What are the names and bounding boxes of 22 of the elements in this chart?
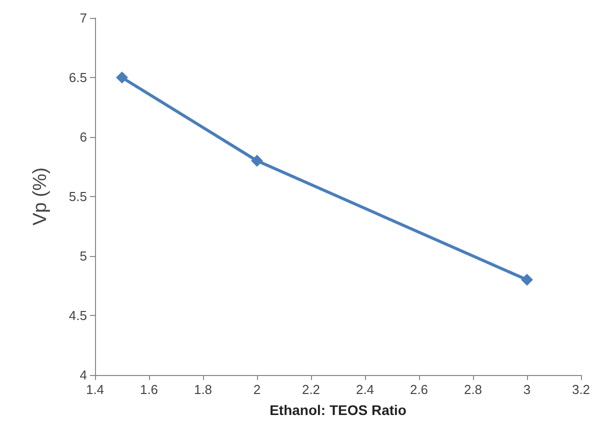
point bbox=[521, 274, 533, 286]
x-tick-label: 3.2 bbox=[572, 382, 590, 397]
x-tick-label: 2.4 bbox=[356, 382, 374, 397]
x-tick-label: 2.8 bbox=[464, 382, 482, 397]
x-tick-label: 2 bbox=[253, 382, 261, 397]
y-tick-label: 6 bbox=[80, 130, 87, 144]
x-tick-label: 3 bbox=[523, 382, 531, 397]
y-tick-label: 4.5 bbox=[68, 308, 87, 323]
y-tick-label: 7 bbox=[80, 10, 87, 26]
y-tick-label: 5.5 bbox=[68, 189, 87, 204]
y-axis-title: Vp (%) bbox=[30, 167, 51, 226]
x-tick-label: 1.6 bbox=[140, 382, 158, 397]
y-tick-label: 6.5 bbox=[68, 70, 87, 85]
x-tick-label: 2.6 bbox=[410, 382, 428, 397]
x-tick-label: 2.2 bbox=[302, 382, 320, 397]
y-tick-label: 5 bbox=[80, 248, 87, 264]
x-tick-label: 1.8 bbox=[194, 382, 212, 397]
point bbox=[116, 72, 128, 84]
x-axis-title: Ethanol: TEOS Ratio bbox=[270, 402, 406, 418]
x-tick-label: 1.4 bbox=[86, 382, 104, 397]
point bbox=[251, 154, 263, 167]
y-tick-label: 4 bbox=[80, 368, 87, 382]
